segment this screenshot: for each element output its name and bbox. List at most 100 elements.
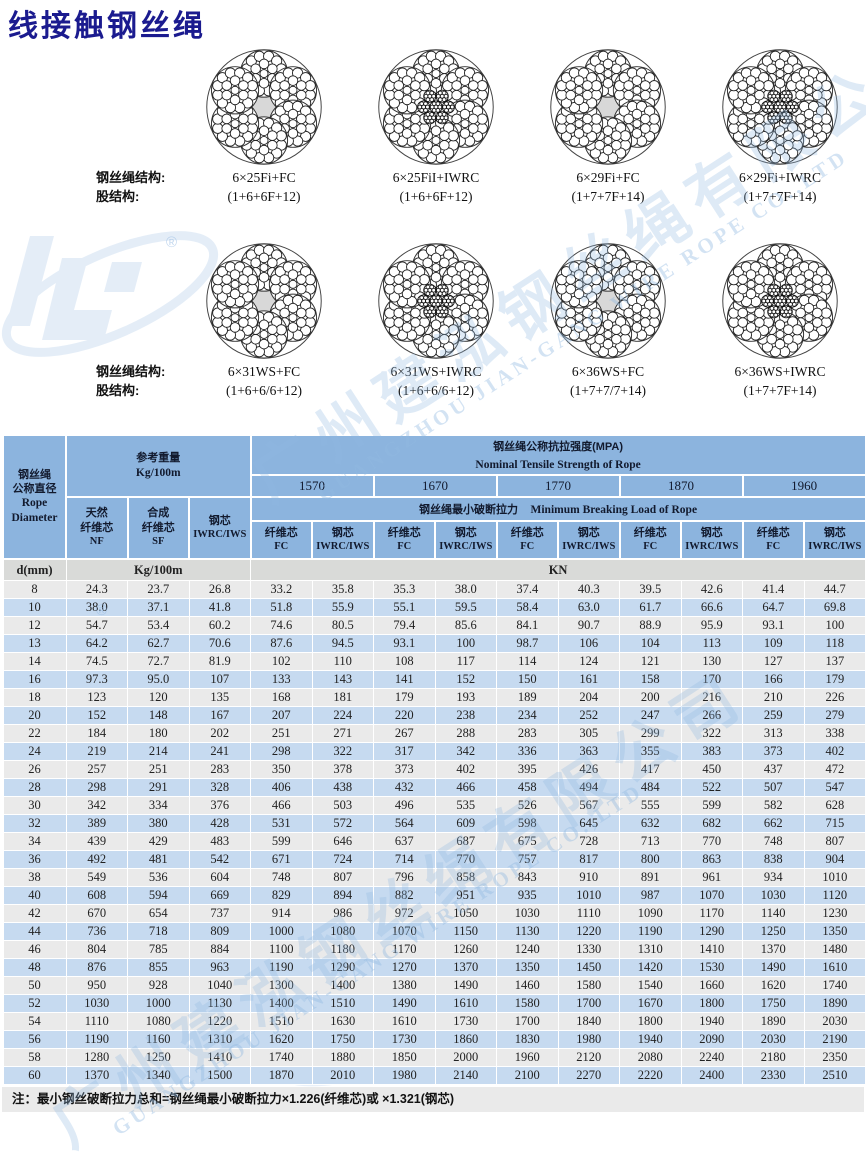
table-row: 12 54.7 53.4 60.2 74.6 80.5 79.4 85.6 84.1 90.7 88… (2, 616, 866, 635)
value-cell: 2240 (680, 1048, 743, 1067)
structure-label: 钢丝绳结构: (96, 170, 166, 185)
table-row: 34 439 429 483 599 646 637 687 675 728 713 770 748 80… (2, 832, 866, 851)
value-cell: 594 (127, 886, 190, 905)
value-cell: 1220 (557, 922, 620, 941)
value-cell: 1740 (803, 976, 866, 995)
strand-structure-value: (1+6+6F+12) (227, 189, 301, 204)
value-cell: 24.3 (65, 580, 128, 599)
table-row: 32 389 380 428 531 572 564 609 598 645 632 682 662 71… (2, 814, 866, 833)
value-cell: 41.8 (188, 598, 251, 617)
table-row: 8 24.3 23.7 26.8 33.2 35.8 35.3 38.0 37.4 40.3 39.… (2, 580, 866, 599)
value-cell: 61.7 (619, 598, 682, 617)
value-cell: 210 (742, 688, 805, 707)
value-cell: 928 (127, 976, 190, 995)
value-cell: 406 (250, 778, 313, 797)
value-cell: 74.6 (250, 616, 313, 635)
breaking-load-header: 钢丝绳最小破断拉力 Minimum Breaking Load of Rope (249, 496, 866, 522)
value-cell: 429 (127, 832, 190, 851)
value-cell: 855 (127, 958, 190, 977)
page-title: 线接触钢丝绳 (8, 10, 206, 43)
value-cell: 910 (557, 868, 620, 887)
value-cell: 1510 (250, 1012, 313, 1031)
value-cell: 81.9 (188, 652, 251, 671)
value-cell: 117 (434, 652, 497, 671)
value-cell: 373 (373, 760, 436, 779)
value-cell: 109 (742, 634, 805, 653)
value-cell: 342 (434, 742, 497, 761)
value-cell: 1420 (619, 958, 682, 977)
value-cell: 373 (742, 742, 805, 761)
diameter-cell: 34 (2, 832, 67, 851)
rope-cross-section: 6×29Fi+IWRC (1+7+7F+14) (694, 48, 866, 206)
diameter-cell: 24 (2, 742, 67, 761)
value-cell: 582 (742, 796, 805, 815)
table-row: 44 736 718 809 1000 1080 1070 1150 1130 1220 1190 1… (2, 922, 866, 941)
value-cell: 2100 (496, 1066, 559, 1085)
diameter-cell: 36 (2, 850, 67, 869)
diameter-cell: 13 (2, 634, 67, 653)
value-cell: 1700 (557, 994, 620, 1013)
value-cell: 2080 (619, 1048, 682, 1067)
value-cell: 748 (742, 832, 805, 851)
value-cell: 1270 (373, 958, 436, 977)
value-cell: 378 (311, 760, 374, 779)
value-cell: 542 (188, 850, 251, 869)
strand-structure-value: (1+6+6F+12) (399, 189, 473, 204)
value-cell: 1140 (742, 904, 805, 923)
value-cell: 26.8 (188, 580, 251, 599)
strand-structure-value: (1+6+6/6+12) (397, 383, 475, 398)
value-cell: 1800 (680, 994, 743, 1013)
value-cell: 1250 (127, 1048, 190, 1067)
value-cell: 718 (127, 922, 190, 941)
value-cell: 450 (680, 760, 743, 779)
value-cell: 1370 (434, 958, 497, 977)
diameter-cell: 12 (2, 616, 67, 635)
value-cell: 97.3 (65, 670, 128, 689)
value-cell: 334 (127, 796, 190, 815)
table-row: 50 950 928 1040 1300 1400 1380 1490 1460 1580 1540… (2, 976, 866, 995)
value-cell: 608 (65, 886, 128, 905)
rope-structure-value: 6×31WS+IWRC (390, 364, 482, 379)
value-cell: 51.8 (250, 598, 313, 617)
diameter-unit: d(mm) (2, 558, 67, 581)
value-cell: 38.0 (65, 598, 128, 617)
value-cell: 238 (434, 706, 497, 725)
value-cell: 646 (311, 832, 374, 851)
value-cell: 494 (557, 778, 620, 797)
value-cell: 395 (496, 760, 559, 779)
table-row: 52 1030 1000 1130 1400 1510 1490 1610 1580 1700 16… (2, 994, 866, 1013)
value-cell: 858 (434, 868, 497, 887)
value-cell: 123 (65, 688, 128, 707)
value-cell: 363 (557, 742, 620, 761)
table-row: 26 257 251 283 350 378 373 402 395 426 417 450 437 47… (2, 760, 866, 779)
value-cell: 1480 (803, 940, 866, 959)
value-cell: 526 (496, 796, 559, 815)
rope-cross-section-diagram (378, 49, 494, 165)
rope-cross-section: 6×25FiI+IWRC (1+6+6F+12) (350, 48, 522, 206)
value-cell: 1730 (434, 1012, 497, 1031)
rope-cross-section: 6×36WS+FC (1+7+7/7+14) (522, 242, 694, 400)
value-cell: 1610 (803, 958, 866, 977)
strength-grade: 1670 (372, 474, 498, 498)
value-cell: 496 (373, 796, 436, 815)
fiber-core-col-header: 纤维芯 FC (618, 520, 682, 560)
value-cell: 1230 (803, 904, 866, 923)
value-cell: 152 (65, 706, 128, 725)
value-cell: 2030 (742, 1030, 805, 1049)
value-cell: 1750 (742, 994, 805, 1013)
value-cell: 44.7 (803, 580, 866, 599)
value-cell: 402 (434, 760, 497, 779)
value-cell: 1080 (127, 1012, 190, 1031)
value-cell: 1310 (619, 940, 682, 959)
value-cell: 1310 (188, 1030, 251, 1049)
table-row: 58 1280 1250 1410 1740 1880 1850 2000 1960 2120 20… (2, 1048, 866, 1067)
value-cell: 1870 (250, 1066, 313, 1085)
strand-structure-value: (1+7+7F+14) (571, 189, 645, 204)
rope-cross-section-diagram (378, 243, 494, 359)
value-cell: 503 (311, 796, 374, 815)
value-cell: 737 (188, 904, 251, 923)
value-cell: 220 (373, 706, 436, 725)
diameter-cell: 18 (2, 688, 67, 707)
value-cell: 951 (434, 886, 497, 905)
value-cell: 1840 (557, 1012, 620, 1031)
